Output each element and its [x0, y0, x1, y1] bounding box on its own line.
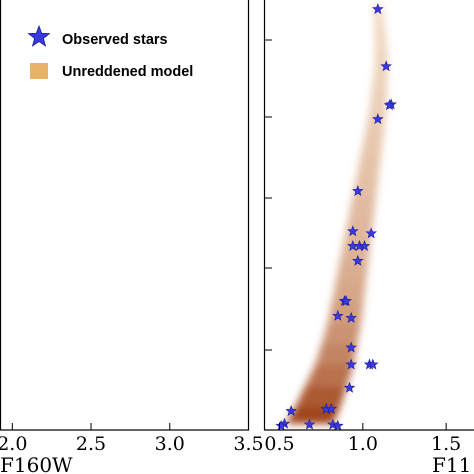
model-density-cell	[374, 47, 388, 69]
observed-star-point	[332, 309, 344, 321]
observed-star-point	[372, 113, 384, 125]
right-x-tick-label: 1.0	[348, 433, 378, 455]
legend-star-marker	[27, 24, 51, 47]
legend-label-observed: Observed stars	[62, 32, 168, 48]
left-x-tick-label: 2.5	[76, 433, 106, 455]
legend: Observed stars Unreddened model	[27, 24, 193, 80]
right-x-tick-labels: 0.5 1.0 1.5	[264, 433, 461, 455]
left-x-axis-label: F160W	[0, 453, 73, 474]
observed-star-point	[285, 405, 297, 416]
observed-star-point	[380, 60, 392, 72]
right-y-ticks	[265, 39, 272, 431]
model-density-cell	[372, 68, 388, 90]
right-x-axis-label: F11	[432, 453, 471, 474]
model-density-cell	[305, 364, 354, 386]
left-x-tick-label: 3.5	[233, 433, 263, 455]
observed-star-point	[340, 295, 352, 306]
left-x-ticks	[11, 423, 249, 430]
left-x-tick-label: 2.0	[0, 433, 27, 455]
right-x-tick-label: 1.5	[431, 433, 461, 455]
model-density-cell	[361, 131, 384, 154]
observed-star-point	[358, 240, 371, 252]
observed-star-point	[345, 311, 357, 323]
observed-star-point	[352, 185, 364, 197]
model-density-cell	[332, 279, 367, 302]
right-plot-frame	[263, 0, 474, 431]
left-x-tick-labels: 2.0 2.5 3.0 3.5	[0, 433, 264, 455]
left-panel: 2.0 2.5 3.0 3.5 F160W Observed stars Unredd…	[0, 0, 264, 474]
observed-star-point	[275, 419, 287, 430]
model-density-cell	[322, 322, 362, 344]
legend-model-swatch	[30, 63, 48, 79]
observed-stars-layer	[275, 3, 397, 430]
model-density-cell	[315, 343, 357, 365]
observed-star-point	[345, 358, 357, 370]
observed-star-point	[365, 227, 377, 239]
model-density-cell	[369, 89, 387, 111]
model-density-cell	[357, 153, 382, 175]
model-density-cell	[295, 385, 347, 407]
legend-label-model: Unreddened model	[62, 64, 193, 80]
observed-star-point	[303, 418, 316, 430]
model-density-cell	[374, 26, 387, 48]
right-x-tick-label: 0.5	[264, 433, 294, 455]
observed-star-point	[352, 254, 364, 266]
observed-star-point	[332, 419, 344, 430]
left-x-tick-label: 3.0	[155, 433, 185, 455]
model-density-cell	[348, 195, 377, 217]
observed-star-point	[367, 358, 379, 370]
model-density-cell	[336, 258, 369, 280]
observed-star-point	[345, 341, 357, 353]
observed-star-point	[343, 381, 356, 393]
left-plot-frame	[0, 0, 250, 431]
observed-star-point	[372, 3, 384, 15]
right-panel: 0.5 1.0 1.5 F11	[263, 0, 474, 474]
observed-star-point	[325, 402, 337, 414]
observed-star-point	[347, 225, 359, 237]
right-x-ticks	[279, 423, 447, 430]
observed-star-point	[383, 99, 396, 111]
